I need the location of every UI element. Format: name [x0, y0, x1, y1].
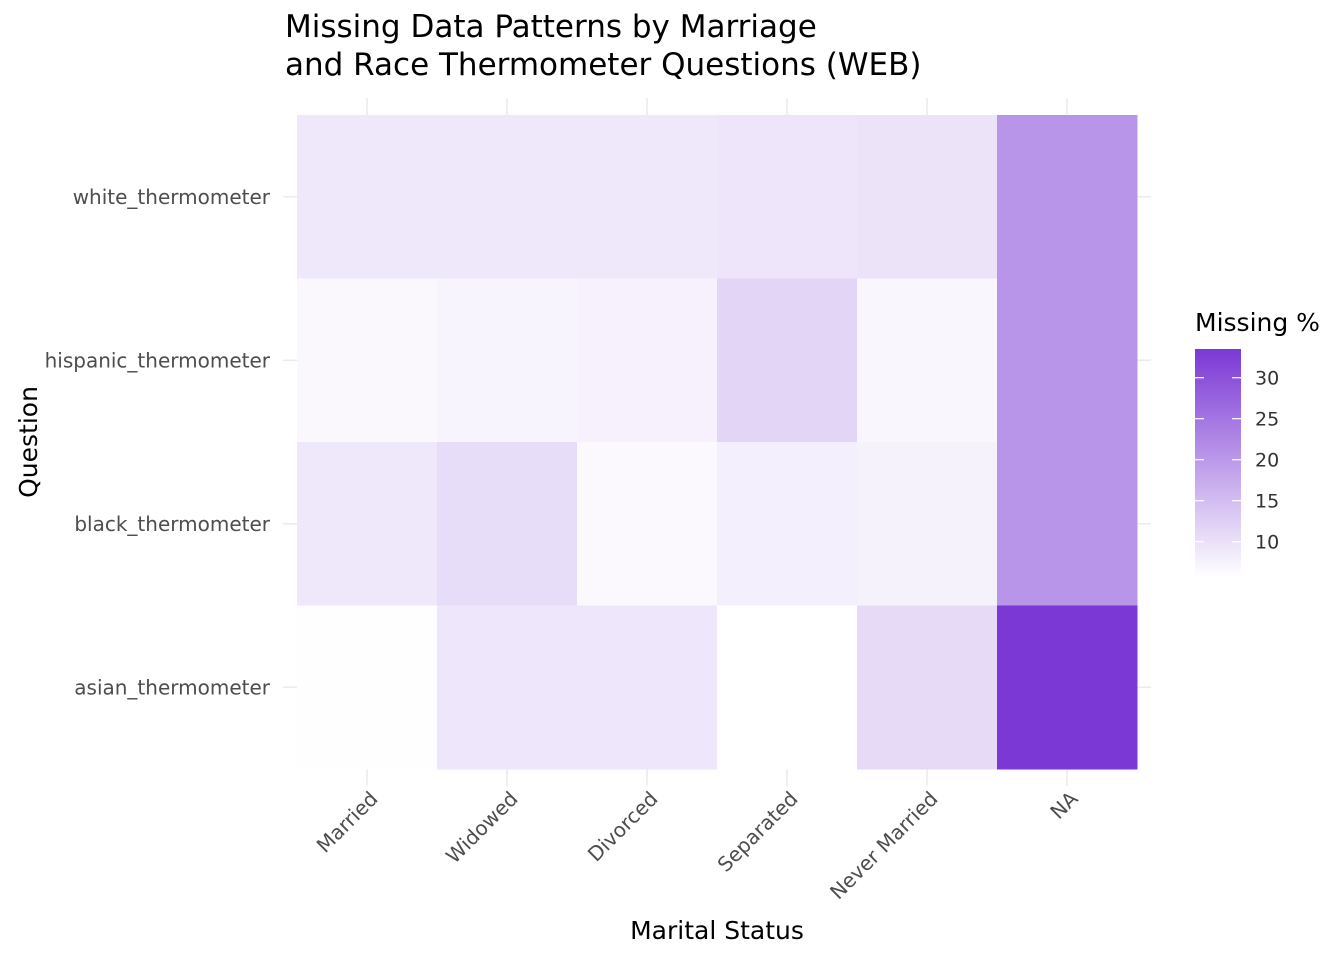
legend-tick-label-30: 30	[1255, 368, 1279, 390]
heatmap-cell-asian-thermometer-married	[297, 605, 438, 770]
chart-title: Missing Data Patterns by Marriage and Ra…	[285, 8, 1105, 84]
chart-title-line-1: Missing Data Patterns by Marriage	[285, 9, 817, 45]
heatmap-cell-hispanic-thermometer-divorced	[577, 278, 718, 443]
y-axis-ticks: asian_thermometer black_thermometer hispan…	[45, 185, 271, 700]
x-tick-label-never-married: Never Married	[825, 787, 942, 904]
legend-colorbar	[1195, 349, 1241, 577]
heatmap-cell-asian-thermometer-divorced	[577, 605, 718, 770]
legend: Missing % 10 15 20 25 30	[1195, 308, 1320, 577]
heatmap-cell-white-thermometer-divorced	[577, 115, 718, 279]
y-tick-label-black-thermometer: black_thermometer	[74, 512, 270, 536]
heatmap-cell-black-thermometer-divorced	[577, 442, 718, 606]
x-tick-label-widowed: Widowed	[441, 787, 522, 868]
heatmap-cell-black-thermometer-never-married	[857, 442, 998, 606]
heatmap-cell-hispanic-thermometer-na	[997, 278, 1138, 443]
heatmap-cell-black-thermometer-married	[297, 442, 438, 606]
heatmap-cells	[297, 115, 1138, 770]
x-tick-label-na: NA	[1045, 786, 1082, 823]
heatmap-cell-black-thermometer-na	[997, 442, 1138, 606]
chart-title-line-2: and Race Thermometer Questions (WEB)	[285, 47, 922, 83]
legend-tick-label-20: 20	[1255, 450, 1279, 472]
legend-ticks: 10 15 20 25 30	[1195, 368, 1279, 554]
legend-tick-label-15: 15	[1255, 491, 1279, 513]
heatmap-cell-white-thermometer-married	[297, 115, 438, 279]
heatmap-cell-white-thermometer-never-married	[857, 115, 998, 279]
y-axis-title: Question	[14, 386, 43, 498]
heatmap-cell-black-thermometer-separated	[717, 442, 858, 606]
y-tick-label-hispanic-thermometer: hispanic_thermometer	[45, 348, 271, 372]
y-tick-label-white-thermometer: white_thermometer	[73, 185, 271, 209]
heatmap-cell-hispanic-thermometer-married	[297, 278, 438, 443]
heatmap-cell-hispanic-thermometer-never-married	[857, 278, 998, 443]
x-tick-label-married: Married	[312, 787, 383, 858]
legend-title: Missing %	[1195, 308, 1320, 337]
heatmap-cell-hispanic-thermometer-widowed	[437, 278, 578, 443]
y-tick-label-asian-thermometer: asian_thermometer	[74, 675, 271, 699]
x-tick-label-separated: Separated	[713, 787, 803, 877]
heatmap-cell-white-thermometer-na	[997, 115, 1138, 279]
heatmap-cell-asian-thermometer-never-married	[857, 605, 998, 770]
heatmap-cell-hispanic-thermometer-separated	[717, 278, 858, 443]
x-axis-ticks: Married Widowed Divorced Separated Never Mar…	[312, 786, 1083, 904]
x-axis-title: Marital Status	[630, 916, 804, 945]
heatmap-cell-asian-thermometer-na	[997, 605, 1138, 770]
heatmap-cell-asian-thermometer-widowed	[437, 605, 578, 770]
heatmap-cell-white-thermometer-widowed	[437, 115, 578, 279]
heatmap-cell-white-thermometer-separated	[717, 115, 858, 279]
legend-tick-label-25: 25	[1255, 409, 1279, 431]
x-tick-label-divorced: Divorced	[583, 787, 663, 867]
heatmap-cell-black-thermometer-widowed	[437, 442, 578, 606]
legend-tick-label-10: 10	[1255, 532, 1279, 554]
heatmap-cell-asian-thermometer-separated	[717, 605, 858, 770]
